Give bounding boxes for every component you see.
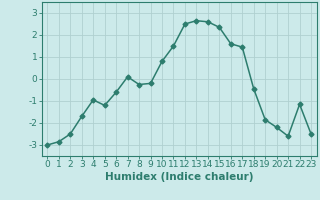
X-axis label: Humidex (Indice chaleur): Humidex (Indice chaleur) — [105, 172, 253, 182]
